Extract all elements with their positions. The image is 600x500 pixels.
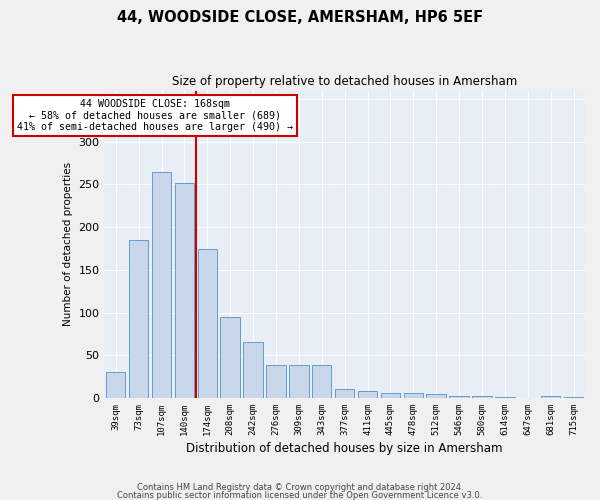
Bar (244, 342, 263, 398)
Text: Contains HM Land Registry data © Crown copyright and database right 2024.: Contains HM Land Registry data © Crown c… (137, 483, 463, 492)
Bar (472, 396, 492, 398)
Bar (380, 393, 400, 398)
Bar (495, 397, 515, 398)
Bar (266, 366, 286, 398)
Bar (106, 372, 125, 398)
Bar (289, 366, 308, 398)
Bar (404, 393, 423, 398)
Bar (541, 396, 560, 398)
Bar (175, 183, 194, 398)
Bar (564, 397, 583, 398)
Text: 44, WOODSIDE CLOSE, AMERSHAM, HP6 5EF: 44, WOODSIDE CLOSE, AMERSHAM, HP6 5EF (117, 10, 483, 25)
Bar (449, 396, 469, 398)
Title: Size of property relative to detached houses in Amersham: Size of property relative to detached ho… (172, 75, 517, 88)
Bar (335, 388, 355, 398)
Text: 44 WOODSIDE CLOSE: 168sqm
← 58% of detached houses are smaller (689)
41% of semi: 44 WOODSIDE CLOSE: 168sqm ← 58% of detac… (17, 99, 293, 132)
Y-axis label: Number of detached properties: Number of detached properties (63, 162, 73, 326)
Bar (152, 172, 171, 398)
Bar (220, 317, 240, 398)
Bar (129, 240, 148, 398)
Text: Contains public sector information licensed under the Open Government Licence v3: Contains public sector information licen… (118, 490, 482, 500)
Bar (197, 248, 217, 398)
Bar (312, 366, 331, 398)
Bar (358, 391, 377, 398)
Bar (427, 394, 446, 398)
X-axis label: Distribution of detached houses by size in Amersham: Distribution of detached houses by size … (187, 442, 503, 455)
